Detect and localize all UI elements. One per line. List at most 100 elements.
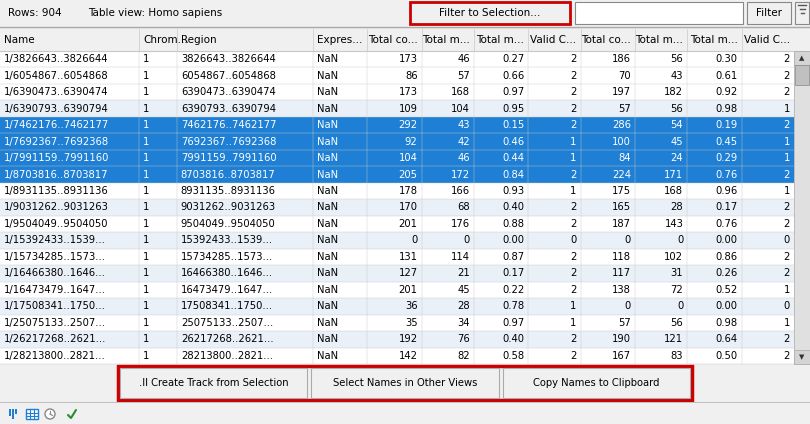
Text: Total m...: Total m... <box>635 35 684 45</box>
Text: 201: 201 <box>399 285 418 295</box>
Text: 1: 1 <box>783 137 790 147</box>
Text: 1/6390793..6390794: 1/6390793..6390794 <box>4 103 109 114</box>
Text: 201: 201 <box>399 219 418 229</box>
Bar <box>0 166 794 183</box>
Text: NaN: NaN <box>317 153 338 163</box>
Text: 224: 224 <box>612 170 631 179</box>
Text: 26217268..2621...: 26217268..2621... <box>181 334 274 344</box>
Text: 92: 92 <box>405 137 418 147</box>
Text: .ll Create Track from Selection: .ll Create Track from Selection <box>139 378 288 388</box>
Text: 168: 168 <box>451 87 470 97</box>
Text: 1: 1 <box>570 318 577 328</box>
Text: 28213800..2821...: 28213800..2821... <box>181 351 273 361</box>
Text: 143: 143 <box>664 219 684 229</box>
Text: 1/3826643..3826644: 1/3826643..3826644 <box>4 54 109 64</box>
Text: 109: 109 <box>399 103 418 114</box>
Text: 1/7991159..7991160: 1/7991159..7991160 <box>4 153 109 163</box>
Bar <box>0 117 794 134</box>
Bar <box>0 183 794 199</box>
Text: 0.98: 0.98 <box>715 318 738 328</box>
Text: NaN: NaN <box>317 235 338 245</box>
Text: 176: 176 <box>450 219 470 229</box>
Text: 1/26217268..2621...: 1/26217268..2621... <box>4 334 106 344</box>
Text: 0.84: 0.84 <box>502 170 524 179</box>
Text: NaN: NaN <box>317 285 338 295</box>
Text: 6390793..6390794: 6390793..6390794 <box>181 103 275 114</box>
Text: 84: 84 <box>619 153 631 163</box>
Text: 1: 1 <box>143 54 150 64</box>
Text: 25075133..2507...: 25075133..2507... <box>181 318 273 328</box>
Text: 173: 173 <box>399 87 418 97</box>
Text: 1: 1 <box>143 268 150 279</box>
Text: Expres...: Expres... <box>317 35 362 45</box>
Bar <box>794 350 810 364</box>
Text: 7462176..7462177: 7462176..7462177 <box>181 120 276 130</box>
Text: 1: 1 <box>143 137 150 147</box>
Text: 168: 168 <box>664 186 684 196</box>
Text: 118: 118 <box>612 252 631 262</box>
Text: 0.97: 0.97 <box>502 87 524 97</box>
Bar <box>0 331 794 348</box>
Text: 1: 1 <box>143 219 150 229</box>
Text: 0.00: 0.00 <box>502 235 524 245</box>
Text: 127: 127 <box>399 268 418 279</box>
Text: 15392433..1539...: 15392433..1539... <box>181 235 273 245</box>
Text: 1/9504049..9504050: 1/9504049..9504050 <box>4 219 109 229</box>
Text: 1/6390473..6390474: 1/6390473..6390474 <box>4 87 109 97</box>
Text: 1: 1 <box>143 203 150 212</box>
Text: 292: 292 <box>399 120 418 130</box>
Text: 9504049..9504050: 9504049..9504050 <box>181 219 275 229</box>
Text: 45: 45 <box>671 137 684 147</box>
Text: 0.86: 0.86 <box>715 252 738 262</box>
Text: 0.61: 0.61 <box>715 71 738 81</box>
Text: 173: 173 <box>399 54 418 64</box>
Text: 0.93: 0.93 <box>502 186 524 196</box>
Text: 0.76: 0.76 <box>715 170 738 179</box>
Text: 6054867..6054868: 6054867..6054868 <box>181 71 275 81</box>
Text: Total m...: Total m... <box>422 35 470 45</box>
Text: 54: 54 <box>671 120 684 130</box>
Text: 1: 1 <box>143 153 150 163</box>
Text: 1/7462176..7462177: 1/7462176..7462177 <box>4 120 109 130</box>
Text: 86: 86 <box>405 71 418 81</box>
Text: 186: 186 <box>612 54 631 64</box>
Text: 2: 2 <box>570 334 577 344</box>
Text: 0.88: 0.88 <box>502 219 524 229</box>
Text: 70: 70 <box>618 71 631 81</box>
Bar <box>311 368 499 398</box>
Text: NaN: NaN <box>317 334 338 344</box>
Text: 1: 1 <box>783 153 790 163</box>
Text: 0.64: 0.64 <box>715 334 738 344</box>
Bar <box>0 51 794 67</box>
Bar <box>794 51 810 364</box>
Text: 1: 1 <box>783 186 790 196</box>
Text: 1: 1 <box>143 235 150 245</box>
Text: 0.46: 0.46 <box>502 137 524 147</box>
Text: 0.29: 0.29 <box>715 153 738 163</box>
Text: Filter: Filter <box>756 8 782 18</box>
Text: 28: 28 <box>458 301 470 311</box>
Text: 0.58: 0.58 <box>502 351 524 361</box>
Bar <box>795 65 809 85</box>
Bar <box>0 249 794 265</box>
Text: 1: 1 <box>143 318 150 328</box>
Text: 0: 0 <box>625 235 631 245</box>
Text: ▲: ▲ <box>799 55 804 61</box>
Text: NaN: NaN <box>317 219 338 229</box>
Text: 2: 2 <box>570 285 577 295</box>
Circle shape <box>45 409 55 419</box>
Text: 178: 178 <box>399 186 418 196</box>
Bar <box>0 134 794 150</box>
Text: 16473479..1647...: 16473479..1647... <box>181 285 273 295</box>
Text: 0.00: 0.00 <box>716 235 738 245</box>
Text: NaN: NaN <box>317 203 338 212</box>
Text: 0: 0 <box>625 301 631 311</box>
Text: 197: 197 <box>612 87 631 97</box>
Text: 0.00: 0.00 <box>716 301 738 311</box>
Text: 2: 2 <box>570 203 577 212</box>
Text: 83: 83 <box>671 351 684 361</box>
Text: 2: 2 <box>783 334 790 344</box>
Bar <box>575 2 743 24</box>
Text: 0.76: 0.76 <box>715 219 738 229</box>
Bar <box>747 2 791 24</box>
